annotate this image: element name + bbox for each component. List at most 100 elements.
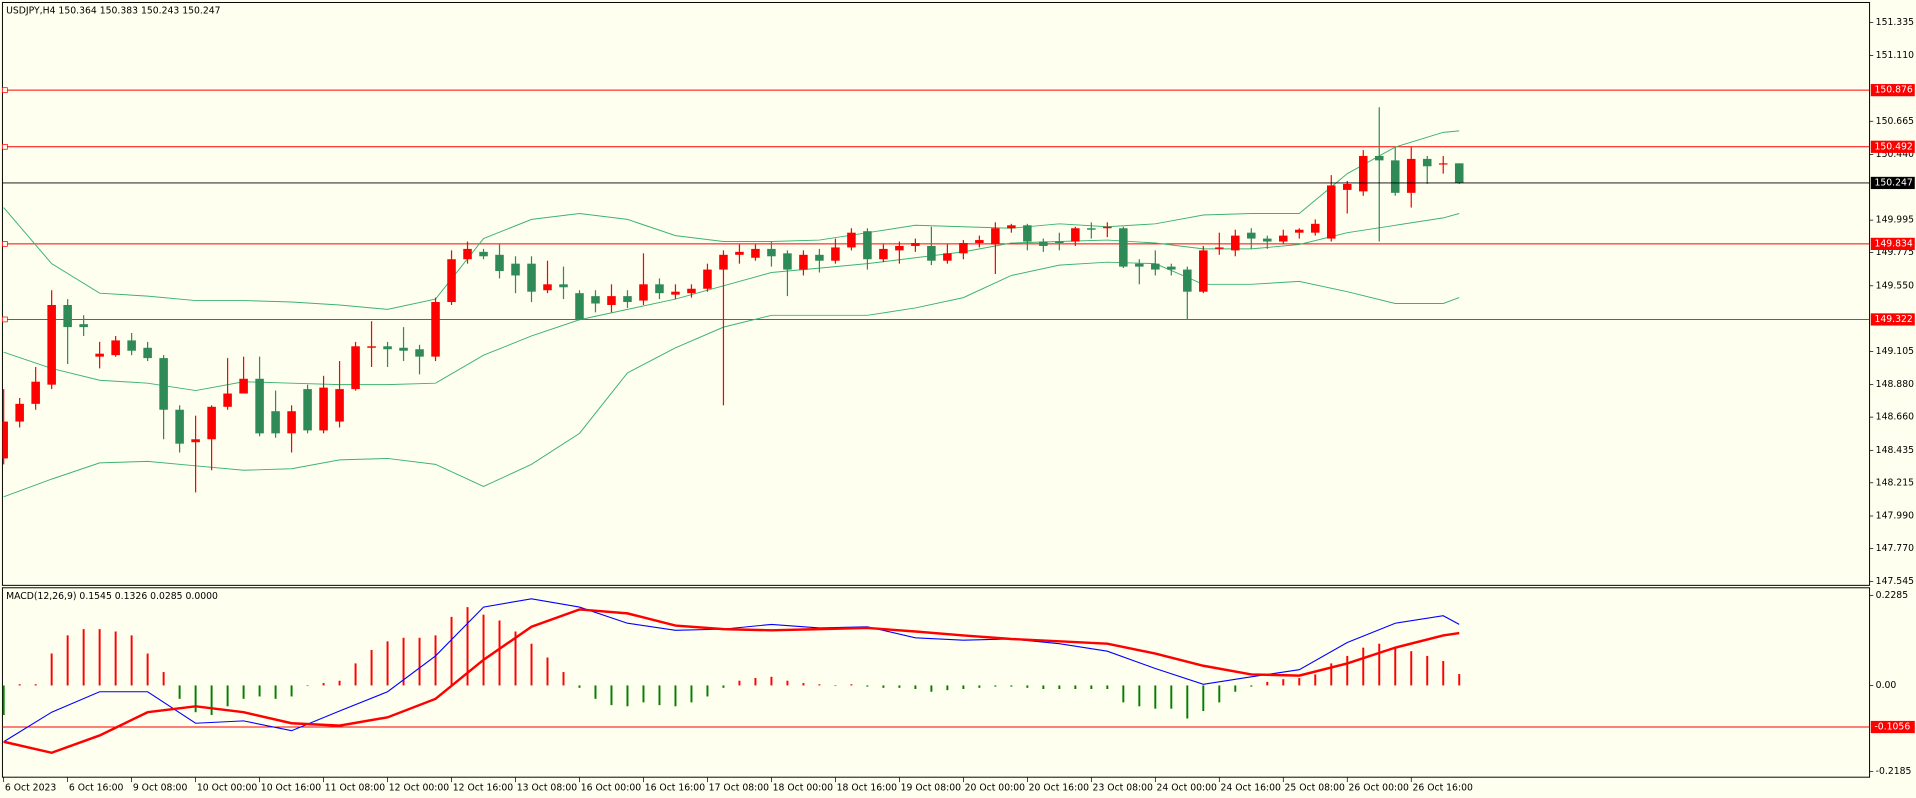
candle-body xyxy=(351,346,360,390)
x-tick-label: 12 Oct 16:00 xyxy=(453,783,514,794)
indicator-line xyxy=(3,213,1460,392)
x-tick-label: 12 Oct 00:00 xyxy=(389,783,450,794)
panel-title: USDJPY,H4 150.364 150.383 150.243 150.24… xyxy=(6,6,221,17)
x-tick-label: 19 Oct 08:00 xyxy=(901,783,962,794)
candle-body xyxy=(31,381,40,404)
candle-body xyxy=(671,291,680,295)
x-tick-label: 9 Oct 08:00 xyxy=(133,783,188,794)
level-label: 150.492 xyxy=(1874,141,1912,152)
candle-body xyxy=(255,378,264,434)
level-label-box xyxy=(1870,84,1915,97)
level-label-box xyxy=(1870,140,1915,153)
candle-body xyxy=(175,409,184,444)
level-label-box xyxy=(1870,720,1915,734)
y-tick-label: 150.665 xyxy=(1876,116,1914,127)
x-tick-label: 13 Oct 08:00 xyxy=(517,783,578,794)
y-tick-label: 147.770 xyxy=(1876,543,1914,554)
candle-body xyxy=(847,232,856,248)
candle-body xyxy=(1422,158,1432,167)
x-tick-label: 17 Oct 08:00 xyxy=(709,783,770,794)
indicator-line xyxy=(3,608,1460,755)
y-tick-label: 148.215 xyxy=(1876,477,1914,488)
indicator-line xyxy=(3,130,1460,310)
candle-body xyxy=(1167,266,1176,270)
candle-body xyxy=(223,393,232,407)
candle-body xyxy=(991,228,1000,245)
candle-body xyxy=(399,347,408,351)
candle-body xyxy=(1310,223,1320,233)
x-tick-label: 10 Oct 00:00 xyxy=(197,783,258,794)
candle-body xyxy=(143,347,152,359)
candle-body xyxy=(271,411,280,434)
candle-body xyxy=(1215,247,1224,249)
candle-body xyxy=(943,253,952,261)
x-tick-label: 25 Oct 08:00 xyxy=(1285,783,1346,794)
candle-body xyxy=(959,243,968,254)
level-label: -0.1056 xyxy=(1874,722,1910,733)
candle-body xyxy=(719,254,728,270)
x-tick-label: 24 Oct 00:00 xyxy=(1157,783,1218,794)
candle-body xyxy=(367,346,376,348)
indicator-line xyxy=(3,261,1460,498)
candle-body xyxy=(911,243,920,246)
level-label: 150.876 xyxy=(1874,85,1912,96)
candle-body xyxy=(1135,263,1144,267)
candle-body xyxy=(127,340,136,351)
candle-body xyxy=(1438,163,1448,165)
candle-body xyxy=(767,248,776,257)
x-tick-label: 6 Oct 16:00 xyxy=(69,783,124,794)
indicator-line xyxy=(3,598,1460,743)
candle-body xyxy=(1294,229,1304,233)
x-tick-label: 18 Oct 16:00 xyxy=(837,783,898,794)
candle-body xyxy=(191,439,200,443)
candle-body xyxy=(1263,238,1272,242)
x-tick-label: 16 Oct 16:00 xyxy=(645,783,706,794)
candle-body xyxy=(415,349,424,357)
candle-body xyxy=(95,353,104,357)
candle-body xyxy=(1342,183,1352,190)
candle-body xyxy=(1454,163,1464,183)
x-tick-label: 16 Oct 00:00 xyxy=(581,783,642,794)
x-tick-label: 18 Oct 00:00 xyxy=(773,783,834,794)
candle-body xyxy=(159,358,168,410)
y-tick-label: 0.2285 xyxy=(1876,590,1909,601)
y-tick-label: 148.435 xyxy=(1876,445,1914,456)
candle-body xyxy=(1358,155,1368,192)
candle-body xyxy=(479,251,488,257)
candle-body xyxy=(927,245,936,261)
candle-body xyxy=(831,247,840,261)
panel xyxy=(1,587,1871,778)
x-tick-label: 24 Oct 16:00 xyxy=(1221,783,1282,794)
candle-body xyxy=(783,253,792,270)
candle-body xyxy=(1247,232,1256,239)
panel xyxy=(1,1,1871,586)
level-handle xyxy=(2,316,8,323)
y-tick-label: 0.00 xyxy=(1876,680,1897,691)
y-tick-label: 149.550 xyxy=(1876,280,1914,291)
y-tick-label: 147.990 xyxy=(1876,510,1914,521)
candle-body xyxy=(703,269,712,289)
y-tick-label: -0.2185 xyxy=(1876,766,1912,777)
x-tick-label: 26 Oct 00:00 xyxy=(1348,783,1409,794)
candle-body xyxy=(1406,158,1416,193)
x-tick-label: 11 Oct 08:00 xyxy=(325,783,386,794)
candle-body xyxy=(815,254,824,261)
candle-body xyxy=(1055,241,1064,244)
y-tick-label: 150.440 xyxy=(1876,149,1914,160)
level-handle xyxy=(2,241,8,247)
plot-area xyxy=(2,107,1464,498)
y-tick-label: 149.775 xyxy=(1876,247,1914,258)
candle-body xyxy=(1103,226,1112,229)
candle-body xyxy=(575,293,584,320)
candle-body xyxy=(431,302,440,357)
last-price-label: 150.247 xyxy=(1874,177,1912,188)
candle-body xyxy=(559,284,568,288)
candle-body xyxy=(591,296,600,304)
candle-body xyxy=(1199,250,1208,292)
candle-body xyxy=(1390,160,1400,193)
candle-body xyxy=(895,245,904,251)
candle-body xyxy=(1151,263,1160,270)
